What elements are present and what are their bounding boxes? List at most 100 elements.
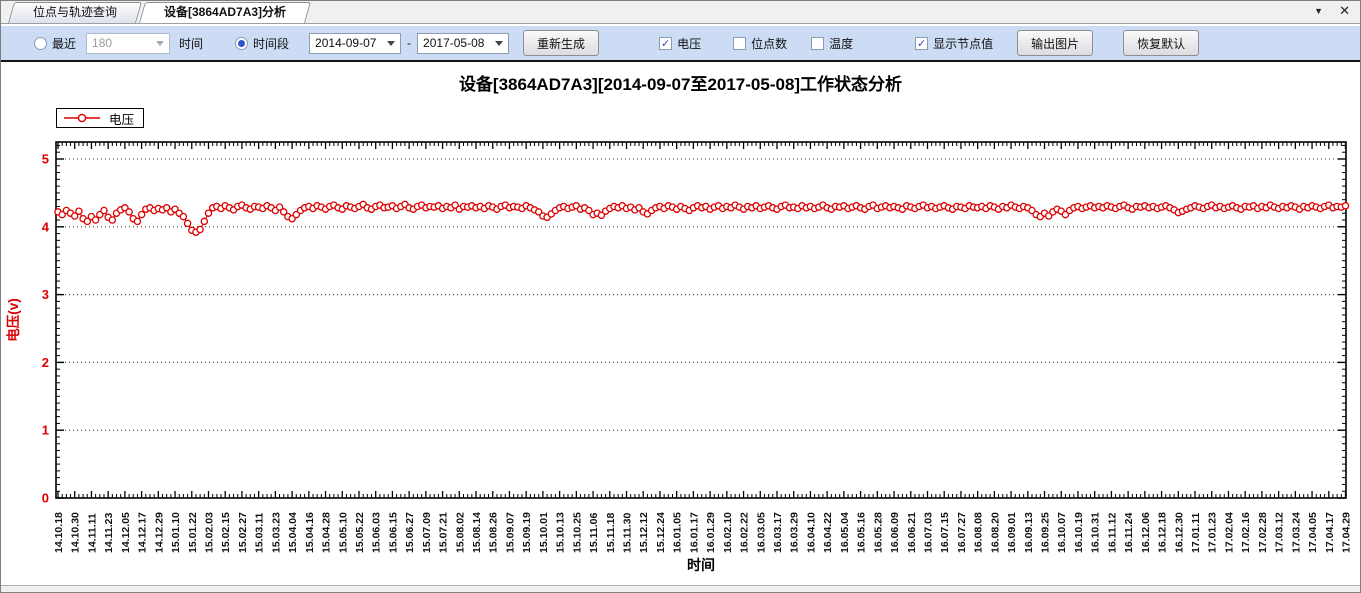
x-tick-label: 14.10.18 xyxy=(53,512,65,553)
x-tick-label: 16.01.05 xyxy=(672,512,684,553)
x-tick-label: 17.04.29 xyxy=(1341,512,1353,553)
x-tick-label: 17.03.12 xyxy=(1274,512,1286,553)
x-tick-label: 15.03.11 xyxy=(254,513,266,553)
chart-legend: 电压 xyxy=(56,108,144,128)
x-tick-label: 16.11.12 xyxy=(1106,513,1118,553)
x-tick-label: 15.01.10 xyxy=(170,512,182,553)
time-unit-label: 时间 xyxy=(179,36,204,51)
x-tick-label: 15.12.12 xyxy=(638,512,650,553)
x-tick-label: 16.04.10 xyxy=(805,512,817,553)
y-tick-label: 1 xyxy=(42,423,49,438)
date-to-combobox[interactable]: 2017-05-08 xyxy=(417,32,510,54)
x-tick-label: 16.10.31 xyxy=(1090,512,1102,553)
x-tick-label: 14.10.30 xyxy=(70,512,82,553)
temperature-checkbox[interactable]: ✓ 温度 xyxy=(811,35,853,52)
x-tick-label: 15.02.27 xyxy=(237,512,249,553)
x-tick-label: 16.11.24 xyxy=(1123,513,1135,553)
legend-marker-voltage xyxy=(64,113,100,123)
dropdown-arrow-icon xyxy=(156,40,165,46)
regenerate-button[interactable]: 重新生成 xyxy=(523,30,600,56)
x-tick-label: 15.05.22 xyxy=(354,512,366,553)
x-tick-label: 15.11.18 xyxy=(605,513,617,553)
x-tick-label: 16.01.29 xyxy=(705,512,717,553)
x-tick-label: 15.04.04 xyxy=(287,512,299,553)
tab-device-analysis[interactable]: 设备[3864AD7A3]分析 xyxy=(139,2,312,23)
x-tick-label: 16.06.09 xyxy=(889,512,901,553)
x-tick-label: 16.02.22 xyxy=(739,512,751,553)
x-tick-label: 17.02.04 xyxy=(1223,512,1235,553)
x-tick-label: 16.07.15 xyxy=(939,512,951,553)
x-tick-label: 16.07.27 xyxy=(956,512,968,553)
x-tick-label: 16.10.19 xyxy=(1073,512,1085,553)
x-tick-label: 15.10.25 xyxy=(571,512,583,553)
checkbox-box: ✓ xyxy=(811,36,825,50)
point-count-checkbox-label: 位点数 xyxy=(751,36,788,51)
x-tick-label: 14.12.17 xyxy=(137,512,149,553)
tab-point-track-query[interactable]: 位点与轨迹查询 xyxy=(7,2,143,23)
export-image-button[interactable]: 输出图片 xyxy=(1017,30,1094,56)
recent-count-combobox[interactable]: 180 xyxy=(86,32,171,54)
x-tick-label: 14.12.29 xyxy=(153,512,165,553)
x-tick-label: 15.07.09 xyxy=(421,512,433,553)
x-tick-label: 15.10.01 xyxy=(538,512,550,553)
x-tick-label: 16.12.18 xyxy=(1157,512,1169,553)
window-controls: ▼ ✕ xyxy=(1314,3,1350,20)
x-tick-label: 17.01.11 xyxy=(1190,513,1202,553)
tab-bar: 位点与轨迹查询 设备[3864AD7A3]分析 ▼ ✕ xyxy=(1,1,1360,24)
x-tick-label: 16.05.28 xyxy=(872,512,884,553)
x-tick-label: 17.02.16 xyxy=(1240,512,1252,553)
x-tick-label: 15.11.30 xyxy=(622,513,634,553)
x-tick-label: 15.06.15 xyxy=(387,512,399,553)
status-bar xyxy=(1,585,1360,592)
close-icon[interactable]: ✕ xyxy=(1339,3,1350,18)
restore-defaults-button[interactable]: 恢复默认 xyxy=(1123,30,1200,56)
x-axis-title: 时间 xyxy=(687,557,715,573)
dropdown-arrow-icon xyxy=(387,40,396,46)
x-tick-label: 15.04.16 xyxy=(304,512,316,553)
date-from-combobox[interactable]: 2014-09-07 xyxy=(309,32,402,54)
voltage-checkbox[interactable]: ✓ 电压 xyxy=(659,35,701,52)
x-tick-label: 17.04.17 xyxy=(1324,512,1336,553)
x-tick-label: 16.05.04 xyxy=(839,512,851,553)
x-tick-label: 16.05.16 xyxy=(856,512,868,553)
x-tick-label: 16.03.29 xyxy=(789,512,801,553)
plot-frame xyxy=(55,141,1347,499)
point-count-checkbox[interactable]: ✓ 位点数 xyxy=(733,35,787,52)
y-tick-label: 0 xyxy=(42,491,49,506)
x-tick-label: 15.12.24 xyxy=(655,512,667,553)
y-tick-label: 3 xyxy=(42,287,49,302)
x-tick-label: 16.08.08 xyxy=(973,512,985,553)
tab-label: 设备[3864AD7A3]分析 xyxy=(164,5,287,19)
x-tick-label: 15.09.19 xyxy=(521,512,533,553)
chevron-down-icon[interactable]: ▼ xyxy=(1314,6,1324,16)
checkbox-box: ✓ xyxy=(659,36,673,50)
chart-title: 设备[3864AD7A3][2014-09-07至2017-05-08]工作状态… xyxy=(458,75,903,94)
dropdown-arrow-icon xyxy=(495,40,504,46)
x-tick-label: 15.09.07 xyxy=(504,512,516,553)
x-tick-label: 15.08.14 xyxy=(471,512,483,553)
x-tick-label: 17.01.23 xyxy=(1207,512,1219,553)
x-tick-label: 16.01.17 xyxy=(688,512,700,553)
x-tick-label: 15.08.02 xyxy=(454,512,466,553)
temperature-checkbox-label: 温度 xyxy=(829,36,854,51)
time-range-radio[interactable] xyxy=(235,36,249,50)
x-tick-label: 16.06.21 xyxy=(906,512,918,553)
check-icon: ✓ xyxy=(917,37,927,50)
show-node-values-checkbox[interactable]: ✓ 显示节点值 xyxy=(915,35,993,52)
date-from-value: 2014-09-07 xyxy=(315,36,377,50)
toolbar: 最近 180 时间 时间段 2014-09-07 - 2017-05-08 重新… xyxy=(1,24,1360,62)
x-tick-label: 17.04.05 xyxy=(1307,512,1319,553)
x-tick-label: 15.10.13 xyxy=(555,512,567,553)
x-tick-label: 16.09.01 xyxy=(1006,512,1018,553)
x-tick-label: 14.12.05 xyxy=(120,512,132,553)
recent-radio[interactable] xyxy=(34,36,47,50)
recent-radio-label: 最近 xyxy=(52,36,77,51)
x-tick-label: 16.03.05 xyxy=(755,512,767,553)
recent-count-value: 180 xyxy=(92,36,113,50)
x-tick-label: 15.02.15 xyxy=(220,512,232,553)
y-tick-label: 4 xyxy=(42,219,50,234)
x-tick-label: 16.02.10 xyxy=(722,512,734,553)
x-tick-label: 16.07.03 xyxy=(922,512,934,553)
radio-dot xyxy=(238,39,246,47)
